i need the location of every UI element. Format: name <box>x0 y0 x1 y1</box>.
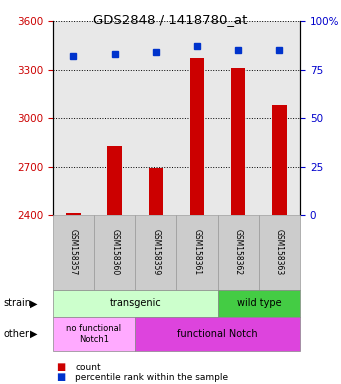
Bar <box>149 168 163 215</box>
Text: GSM158357: GSM158357 <box>69 229 78 276</box>
Text: wild type: wild type <box>237 298 281 308</box>
Text: percentile rank within the sample: percentile rank within the sample <box>75 372 228 382</box>
Text: functional Notch: functional Notch <box>177 329 258 339</box>
Text: GSM158362: GSM158362 <box>234 229 243 276</box>
Text: ■: ■ <box>56 362 65 372</box>
Text: no functional
Notch1: no functional Notch1 <box>66 324 122 344</box>
Bar <box>272 105 287 215</box>
Text: GDS2848 / 1418780_at: GDS2848 / 1418780_at <box>93 13 248 26</box>
Text: ▶: ▶ <box>30 298 38 308</box>
Text: GSM158361: GSM158361 <box>193 229 202 276</box>
Text: ▶: ▶ <box>30 329 38 339</box>
Text: other: other <box>3 329 29 339</box>
Text: strain: strain <box>3 298 31 308</box>
Bar <box>190 58 204 215</box>
Bar <box>107 146 122 215</box>
Text: GSM158363: GSM158363 <box>275 229 284 276</box>
Bar <box>66 213 81 215</box>
Text: GSM158359: GSM158359 <box>151 229 160 276</box>
Text: transgenic: transgenic <box>109 298 161 308</box>
Bar <box>231 68 246 215</box>
Text: count: count <box>75 363 101 372</box>
Text: GSM158360: GSM158360 <box>110 229 119 276</box>
Text: ■: ■ <box>56 372 65 382</box>
